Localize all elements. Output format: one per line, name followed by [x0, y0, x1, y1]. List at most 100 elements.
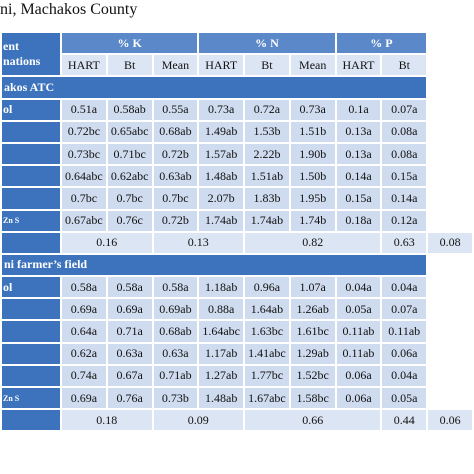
lsd-cell: 0.08: [428, 232, 472, 253]
table-row: 0.73bc 0.71bc 0.72b 1.57ab 2.22b 1.90b 0.13a 0.…: [2, 143, 472, 165]
table-cell: 1.74b: [290, 210, 335, 231]
table-cell: 0.62a: [62, 343, 106, 364]
lsd-cell: 0.13: [153, 232, 244, 253]
treatment-header: ent nations: [2, 33, 60, 76]
table-cell: 0.15a: [382, 166, 427, 187]
subheader-cell: Mean: [153, 55, 198, 76]
table-cell: 0.05a: [336, 299, 381, 320]
table-cell: 0.63a: [107, 343, 152, 364]
table-cell: 0.14a: [336, 166, 381, 187]
table-cell: 0.73b: [153, 388, 198, 409]
table-cell: 1.50b: [290, 166, 335, 187]
table-row: 0.74a 0.67a 0.71ab 1.27ab 1.77bc 1.52bc 0.06a 0…: [2, 365, 472, 386]
table-cell: 0.69a: [62, 388, 106, 409]
table-row: Zn S 0.67abc 0.76c 0.72b 1.74ab 1.74ab 1.74b 0.…: [2, 210, 472, 231]
table-cell: 0.72b: [153, 210, 198, 231]
table-cell: 0.12a: [382, 210, 427, 231]
nutrient-table: ent nations % K % N % P HART Bt Mean HAR…: [0, 31, 474, 432]
row-label: [2, 121, 60, 142]
table-cell: 0.13a: [336, 143, 381, 165]
table-cell: 0.11ab: [382, 321, 427, 342]
lsd-label: [2, 232, 60, 253]
row-label: [2, 343, 60, 364]
row-label: ol: [2, 277, 60, 298]
table-cell: 0.58a: [153, 277, 198, 298]
table-cell: 1.48ab: [199, 166, 244, 187]
table-cell: 0.69a: [107, 299, 152, 320]
table-cell: 0.73bc: [62, 143, 106, 165]
subheader-cell: Bt: [107, 55, 152, 76]
table-cell: 0.69ab: [153, 299, 198, 320]
table-cell: 0.14a: [382, 188, 427, 209]
subheader-cell: HART: [62, 55, 106, 76]
table-cell: 2.22b: [245, 143, 289, 165]
table-cell: 0.04a: [382, 365, 427, 386]
table-cell: 0.58a: [107, 277, 152, 298]
table-cell: 1.07a: [290, 277, 335, 298]
table-cell: 0.69a: [62, 299, 106, 320]
subheader-cell: HART: [336, 55, 381, 76]
table-cell: 0.72b: [153, 143, 198, 165]
section-header-row: akos ATC: [2, 77, 472, 98]
table-cell: 1.26ab: [290, 299, 335, 320]
table-cell: 0.68ab: [153, 321, 198, 342]
table-cell: 0.04a: [336, 277, 381, 298]
table-cell: 0.07a: [382, 99, 427, 120]
table-cell: 1.27ab: [199, 365, 244, 386]
subheader-cell: Bt: [382, 55, 427, 76]
table-cell: 0.73a: [290, 99, 335, 120]
table-cell: 0.04a: [382, 277, 427, 298]
table-cell: 1.48ab: [199, 388, 244, 409]
lsd-label: [2, 410, 60, 431]
lsd-row: 0.16 0.13 0.82 0.63 0.08: [2, 232, 472, 253]
table-cell: 0.67abc: [62, 210, 106, 231]
subheader-cell: Mean: [290, 55, 335, 76]
table-cell: 0.11ab: [336, 321, 381, 342]
table-row: ol 0.58a 0.58a 0.58a 1.18ab 0.96a 1.07a 0.04a 0.…: [2, 277, 472, 298]
table-cell: 0.71bc: [107, 143, 152, 165]
table-cell: 1.95b: [290, 188, 335, 209]
table-cell: 0.06a: [382, 343, 427, 364]
subheader-cell: HART: [199, 55, 244, 76]
treatment-header-line1: ent: [3, 39, 19, 54]
table-row: 0.69a 0.69a 0.69ab 0.88a 1.64ab 1.26ab 0.05a 0.…: [2, 299, 472, 320]
table-cell: 1.29ab: [290, 343, 335, 364]
lsd-cell: 0.66: [245, 410, 381, 431]
table-row: 0.72bc 0.65abc 0.68ab 1.49ab 1.53b 1.51b 0.13a…: [2, 121, 472, 142]
table-cell: 1.58bc: [290, 388, 335, 409]
group-header-k: % K: [62, 33, 198, 54]
table-cell: 0.72bc: [62, 121, 106, 142]
table-cell: 0.73a: [199, 99, 244, 120]
table-cell: 0.63ab: [153, 166, 198, 187]
lsd-cell: 0.44: [382, 410, 427, 431]
lsd-cell: 0.63: [382, 232, 427, 253]
group-header-p: % P: [336, 33, 427, 54]
row-label: Zn S: [2, 388, 60, 409]
table-cell: 1.74ab: [199, 210, 244, 231]
subheader-row: HART Bt Mean HART Bt Mean HART Bt: [2, 55, 472, 76]
row-label: [2, 166, 60, 187]
table-cell: 0.65abc: [107, 121, 152, 142]
table-cell: 0.07a: [382, 299, 427, 320]
table-cell: 0.51a: [62, 99, 106, 120]
table-row: 0.7bc 0.7bc 0.7bc 2.07b 1.83b 1.95b 0.15a 0.14a: [2, 188, 472, 209]
row-label: [2, 321, 60, 342]
table-cell: 1.61bc: [290, 321, 335, 342]
table-cell: 0.06a: [336, 365, 381, 386]
treatment-header-line2: nations: [3, 54, 41, 69]
table-cell: 1.41abc: [245, 343, 289, 364]
row-label: [2, 188, 60, 209]
table-row: 0.64a 0.71a 0.68ab 1.64abc 1.63bc 1.61bc 0.11a…: [2, 321, 472, 342]
table-cell: 1.83b: [245, 188, 289, 209]
table-cell: 1.64ab: [245, 299, 289, 320]
table-cell: 1.64abc: [199, 321, 244, 342]
table-row: Zn S 0.69a 0.76a 0.73b 1.48ab 1.67abc 1.58bc 0.…: [2, 388, 472, 409]
table-cell: 0.63a: [153, 343, 198, 364]
table-cell: 1.77bc: [245, 365, 289, 386]
table-cell: 0.96a: [245, 277, 289, 298]
lsd-row: 0.18 0.09 0.66 0.44 0.06: [2, 410, 472, 431]
table-cell: 0.68ab: [153, 121, 198, 142]
table-cell: 0.58ab: [107, 99, 152, 120]
table-cell: 1.17ab: [199, 343, 244, 364]
table-cell: 1.74ab: [245, 210, 289, 231]
